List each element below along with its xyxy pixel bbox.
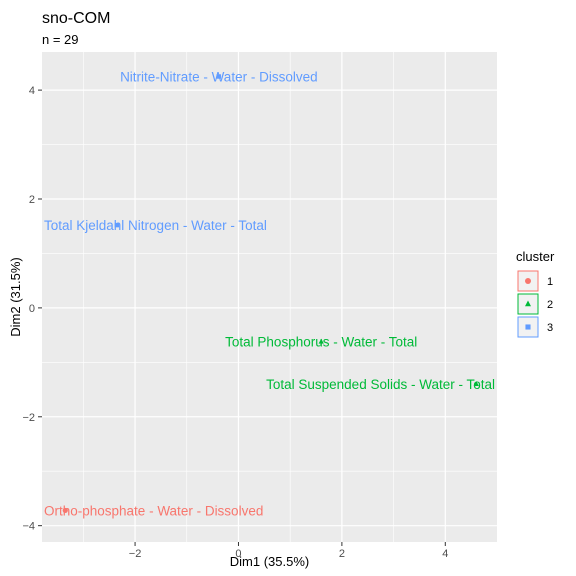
data-point (62, 507, 68, 514)
data-point (216, 74, 222, 79)
point-label: Ortho-phosphate - Water - Dissolved (44, 503, 263, 518)
y-tick-label: −4 (22, 521, 35, 533)
x-tick-label: 0 (235, 548, 241, 560)
legend-title: cluster (516, 249, 555, 264)
y-axis-label: Dim2 (31.5%) (8, 257, 23, 336)
legend-key-marker (525, 324, 531, 330)
x-tick-label: 2 (339, 548, 345, 560)
y-tick-label: 2 (29, 194, 35, 206)
legend-entry-label: 2 (547, 299, 553, 311)
x-tick-label: 4 (442, 548, 448, 560)
chart-subtitle: n = 29 (42, 32, 79, 47)
y-axis-ticks: −4 −2 0 2 4 (22, 85, 42, 533)
data-point (473, 381, 479, 387)
x-axis-label: Dim1 (35.5%) (230, 554, 309, 569)
y-tick-label: −2 (22, 412, 35, 424)
data-point (318, 338, 324, 344)
legend-key-marker (525, 300, 531, 307)
data-point (114, 222, 120, 228)
legend: cluster 1 2 3 (516, 249, 555, 338)
point-label: Total Suspended Solids - Water - Total (266, 377, 495, 392)
legend-entry-label: 1 (547, 276, 553, 288)
x-tick-label: −2 (129, 548, 142, 560)
point-label: Nitrite-Nitrate - Water - Dissolved (120, 70, 318, 85)
point-label: Total Kjeldahl Nitrogen - Water - Total (44, 218, 267, 233)
chart-title: sno-COM (42, 10, 110, 27)
point-label: Total Phosphorus - Water - Total (225, 335, 417, 350)
y-tick-label: 4 (29, 85, 35, 97)
y-tick-label: 0 (29, 303, 35, 315)
point-labels: Nitrite-Nitrate - Water - Dissolved Total… (44, 70, 495, 519)
grid (42, 52, 497, 542)
points (62, 74, 479, 514)
legend-entry-label: 3 (547, 322, 553, 334)
plot-panel (42, 52, 497, 542)
x-axis-ticks: −2 0 2 4 (129, 542, 448, 560)
legend-key-marker (525, 278, 531, 284)
